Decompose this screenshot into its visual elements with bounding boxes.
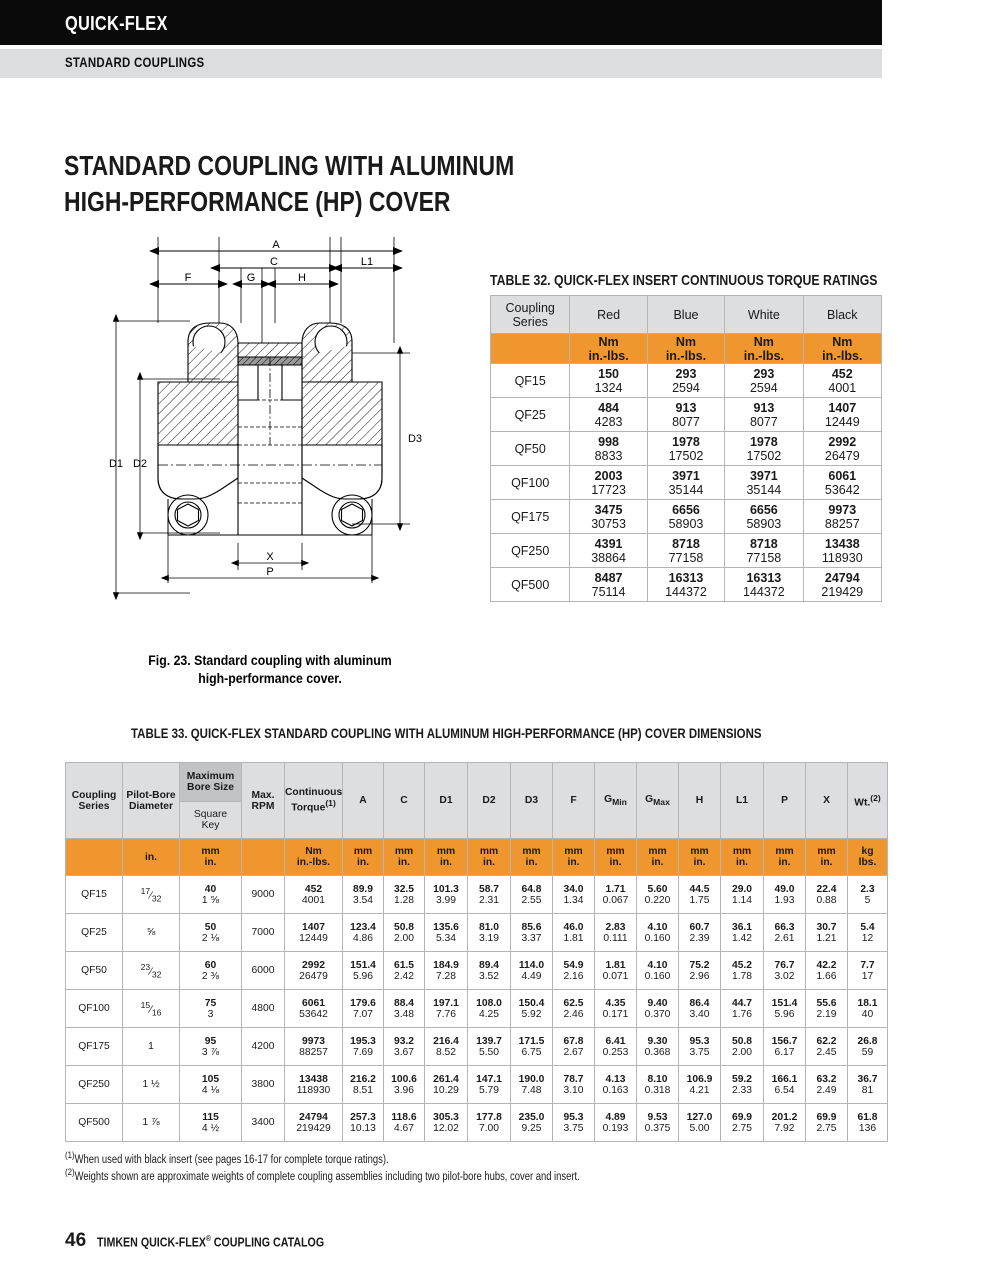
svg-text:G: G bbox=[247, 272, 256, 284]
svg-text:X: X bbox=[266, 551, 274, 563]
svg-text:D1: D1 bbox=[109, 458, 123, 470]
svg-text:Fig. 23. Standard coupling wit: Fig. 23. Standard coupling with aluminum bbox=[148, 652, 391, 668]
svg-text:A: A bbox=[272, 239, 280, 251]
svg-text:F: F bbox=[185, 272, 192, 284]
svg-text:P: P bbox=[266, 566, 273, 578]
svg-text:H: H bbox=[298, 272, 306, 284]
svg-text:D2: D2 bbox=[133, 458, 147, 470]
svg-text:high-performance cover.: high-performance cover. bbox=[198, 670, 342, 686]
svg-text:L1: L1 bbox=[361, 256, 373, 268]
svg-text:C: C bbox=[270, 256, 278, 268]
svg-text:D3: D3 bbox=[408, 433, 422, 445]
